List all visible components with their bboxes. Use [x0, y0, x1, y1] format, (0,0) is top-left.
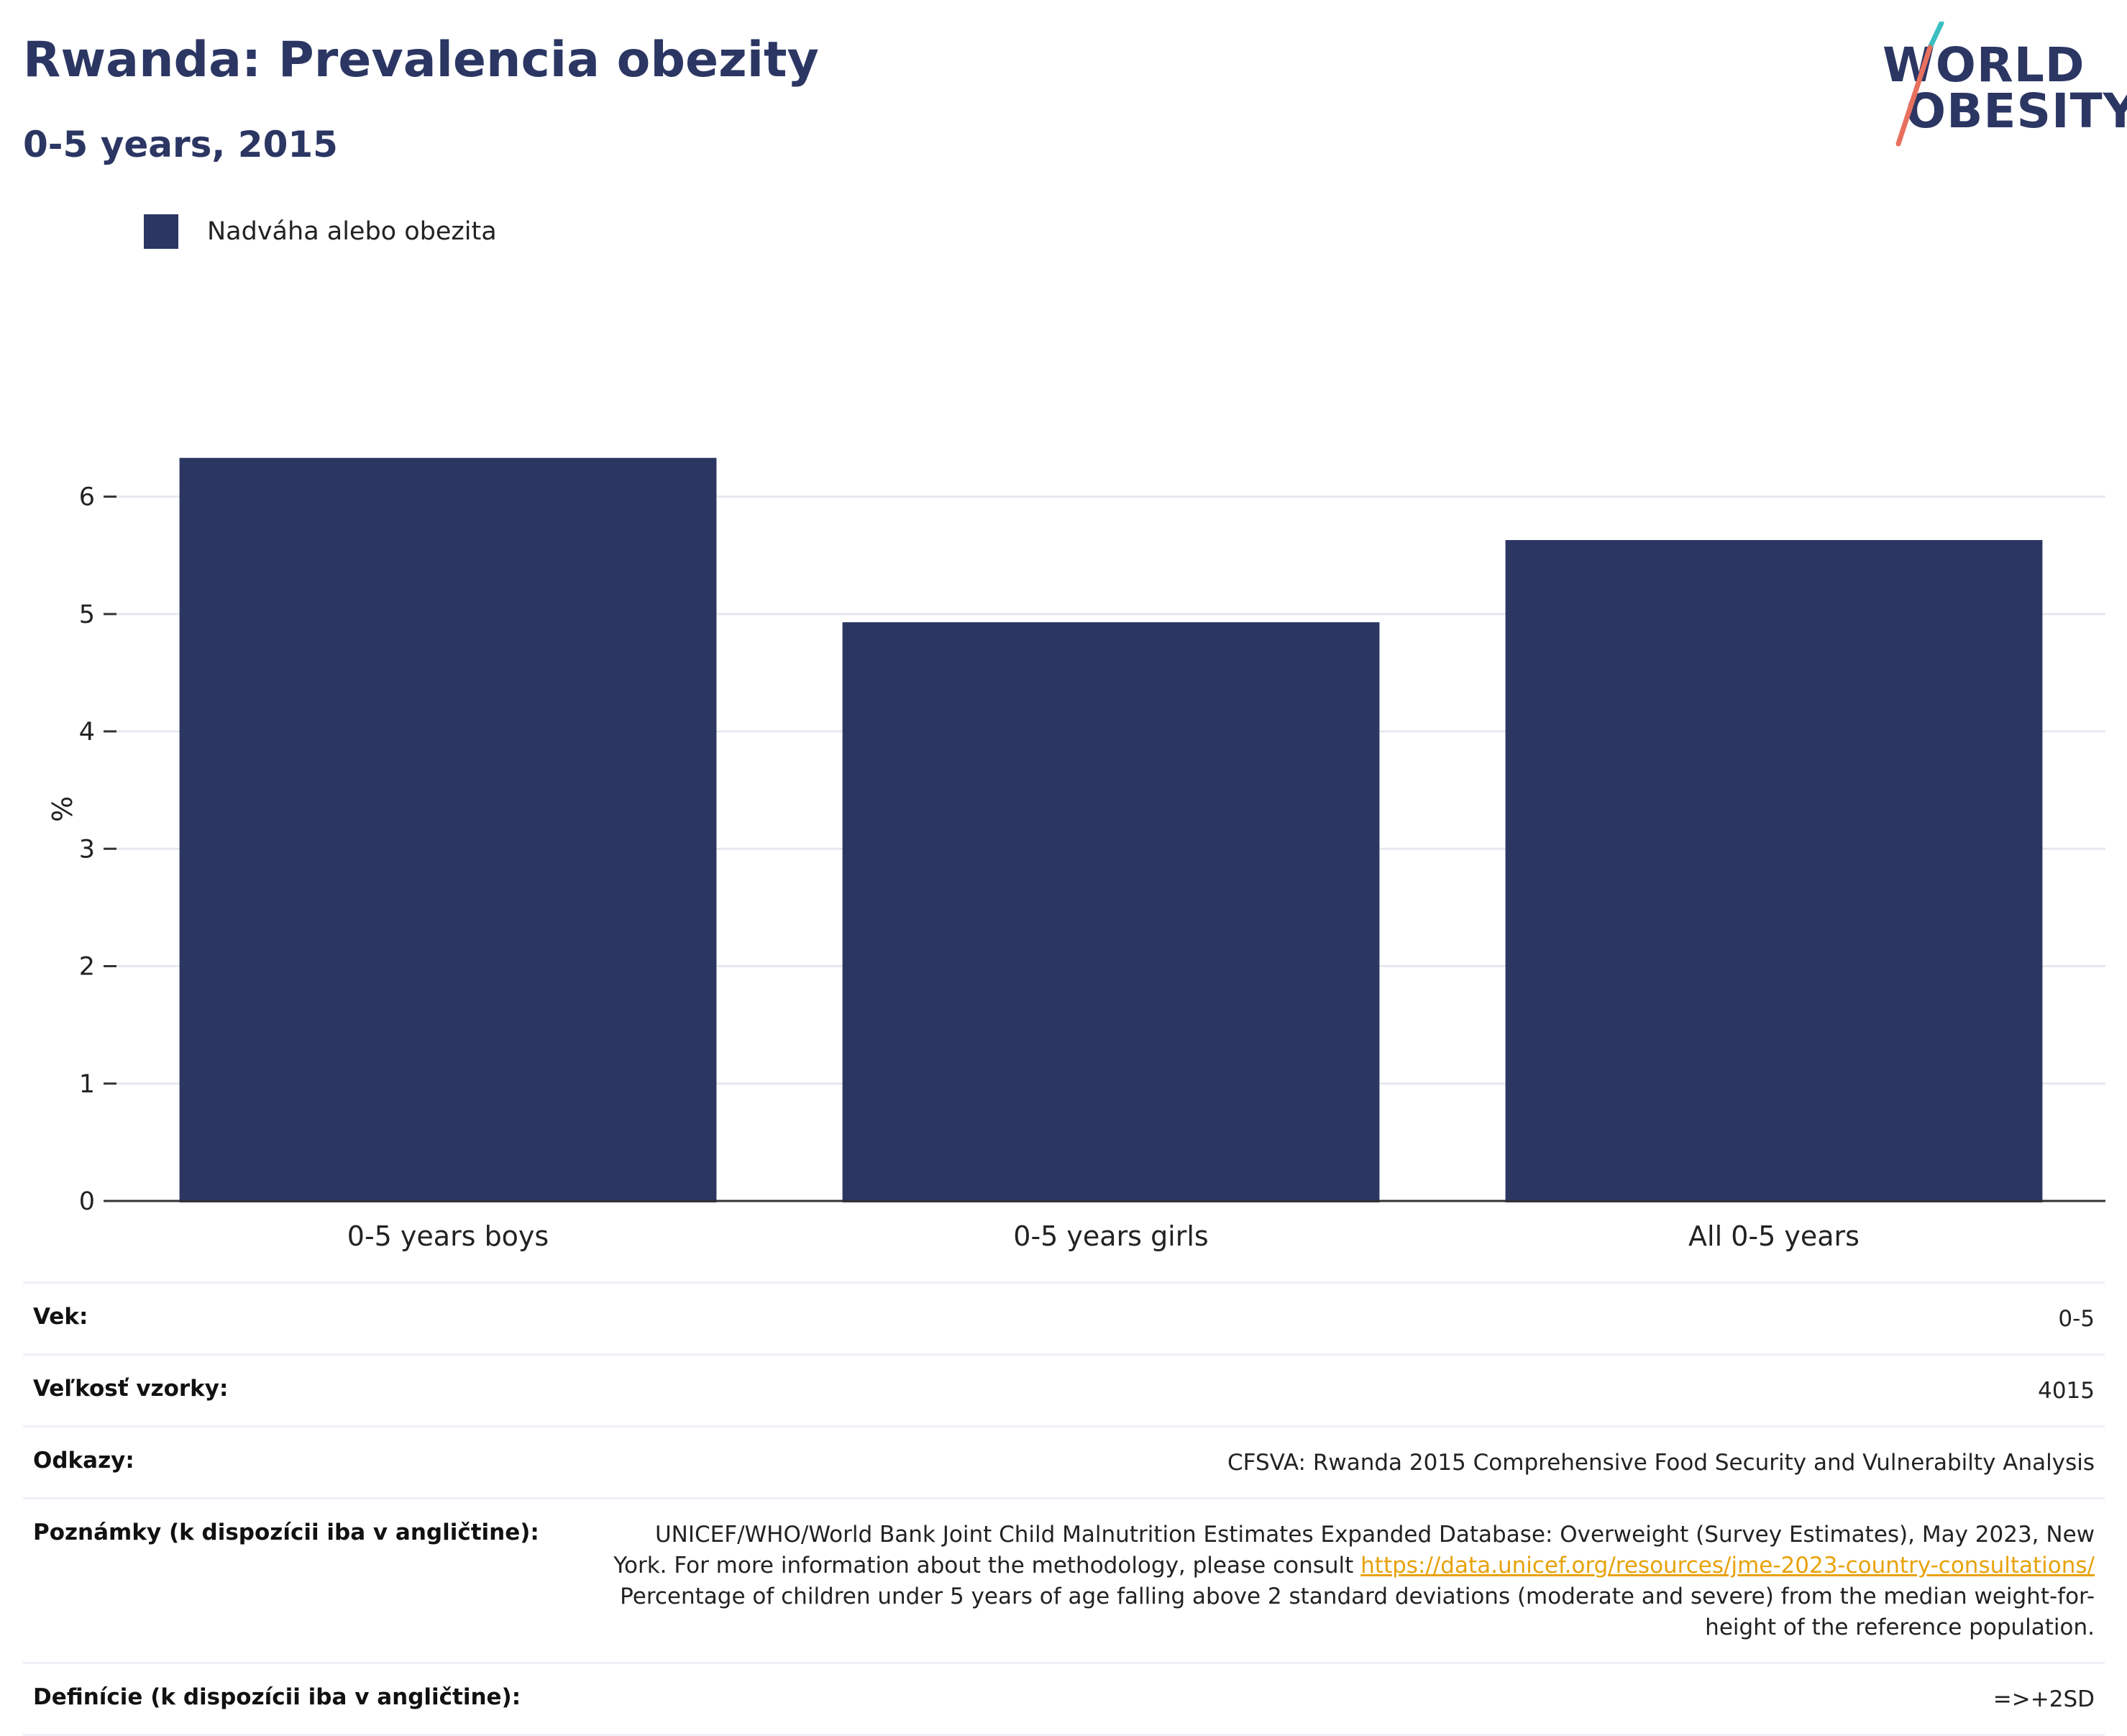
info-key: Vek:	[33, 1304, 88, 1330]
info-row-definitions: Definície (k dispozícii iba v angličtine…	[23, 1664, 2105, 1736]
y-tick-label: 6	[79, 483, 95, 512]
world-obesity-logo: WORLD OBESITY	[1870, 22, 2127, 151]
info-key: Veľkosť vzorky:	[33, 1376, 229, 1402]
notes-text: UNICEF/WHO/World Bank Joint Child Malnut…	[613, 1522, 2095, 1579]
bar	[1505, 539, 2043, 1202]
legend-label: Nadváha alebo obezita	[207, 217, 497, 246]
x-tick-label: All 0-5 years	[1688, 1220, 1860, 1252]
info-key: Definície (k dispozícii iba v angličtine…	[33, 1684, 521, 1710]
bar	[842, 622, 1380, 1202]
y-tick-label: 2	[79, 953, 95, 982]
bar	[179, 457, 717, 1202]
logo-slash-icon	[1895, 22, 1944, 147]
info-key: Odkazy:	[33, 1448, 134, 1474]
chart-subtitle: 0-5 years, 2015	[23, 124, 338, 165]
y-tick-label: 4	[79, 718, 95, 746]
bar-chart: 0 1 2 3 4 5 6% 0-5 years boys 0-5 years girls All…	[45, 457, 2105, 1252]
x-tick-label: 0-5 years boys	[347, 1220, 549, 1252]
info-row-notes: Poznámky (k dispozícii iba v angličtine)…	[23, 1499, 2105, 1664]
info-value: 4015	[2038, 1378, 2095, 1404]
info-row-sample-size: Veľkosť vzorky: 4015	[23, 1356, 2105, 1427]
y-tick-label: 5	[79, 600, 95, 629]
x-tick-label: 0-5 years girls	[1013, 1220, 1208, 1252]
info-value: CFSVA: Rwanda 2015 Comprehensive Food Se…	[1227, 1450, 2095, 1476]
info-table: Vek: 0-5 Veľkosť vzorky: 4015 Odkazy: CF…	[23, 1282, 2105, 1736]
info-value: 0-5	[2058, 1306, 2095, 1332]
info-row-age: Vek: 0-5	[23, 1284, 2105, 1356]
info-key: Poznámky (k dispozícii iba v angličtine)…	[33, 1520, 539, 1545]
logo-line-2: OBESITY	[1906, 83, 2127, 139]
notes-definition-text: Percentage of children under 5 years of …	[620, 1584, 2095, 1640]
legend-swatch	[144, 214, 178, 249]
chart-legend: Nadváha alebo obezita	[144, 214, 497, 249]
y-axis-label: %	[45, 796, 77, 822]
chart-title: Rwanda: Prevalencia obezity	[23, 32, 819, 88]
info-value: =>+2SD	[1993, 1686, 2095, 1712]
methodology-link[interactable]: https://data.unicef.org/resources/jme-20…	[1360, 1553, 2095, 1579]
y-tick-label: 1	[79, 1070, 95, 1099]
info-row-references: Odkazy: CFSVA: Rwanda 2015 Comprehensive…	[23, 1427, 2105, 1499]
info-value: UNICEF/WHO/World Bank Joint Child Malnut…	[599, 1520, 2095, 1643]
y-tick-label: 3	[79, 835, 95, 864]
y-tick-label: 0	[79, 1187, 95, 1216]
